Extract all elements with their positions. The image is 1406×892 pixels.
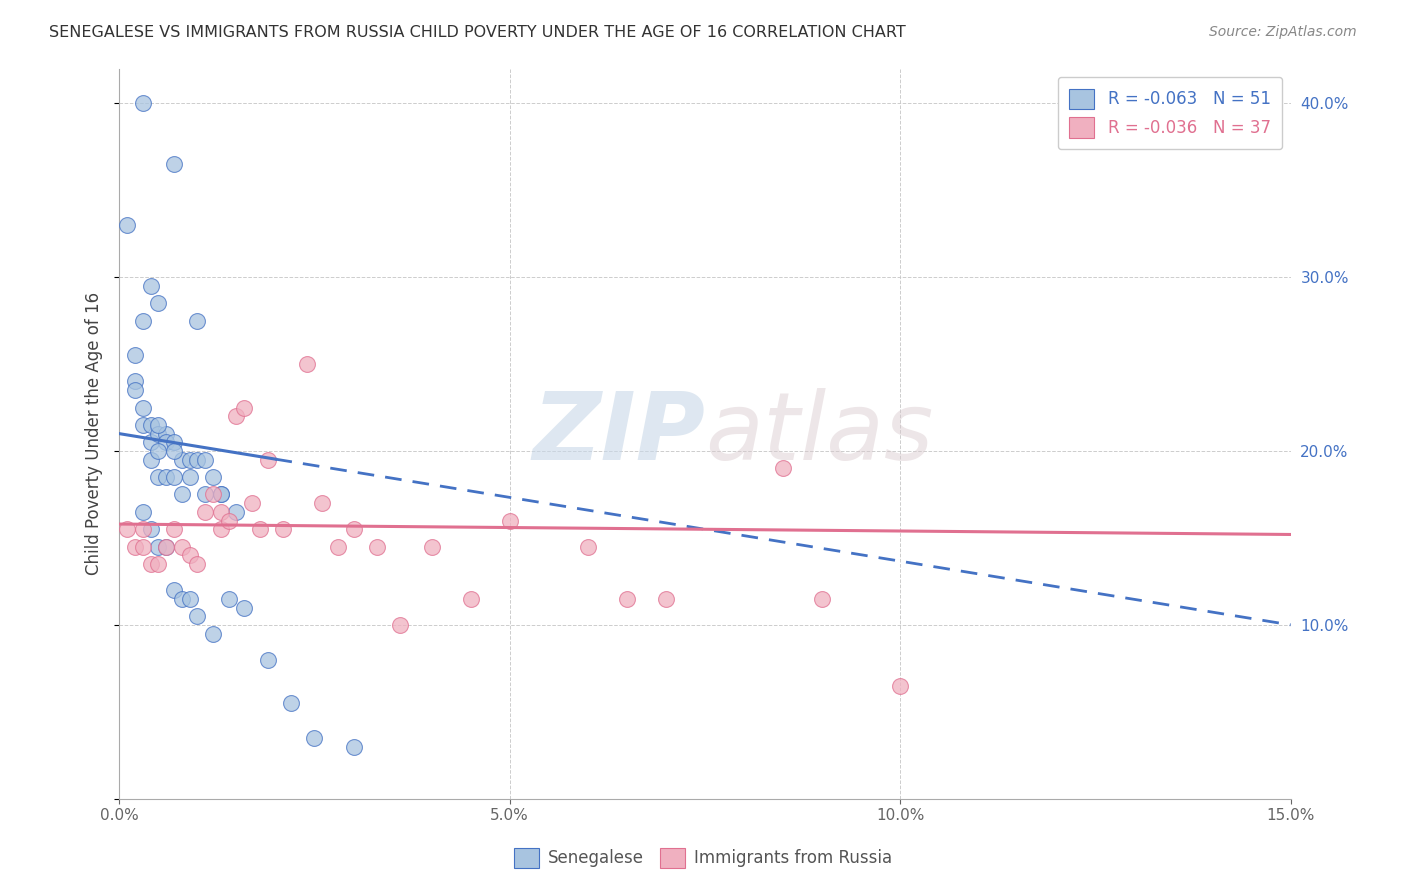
- Point: [155, 540, 177, 554]
- Legend: Senegalese, Immigrants from Russia: Senegalese, Immigrants from Russia: [508, 841, 898, 875]
- Point: [420, 540, 443, 554]
- Point: [124, 375, 146, 389]
- Point: [209, 487, 232, 501]
- Point: [131, 540, 153, 554]
- Point: [155, 435, 177, 450]
- Point: [201, 470, 224, 484]
- Point: [148, 470, 170, 484]
- Point: [194, 452, 217, 467]
- Point: [139, 435, 162, 450]
- Point: [499, 514, 522, 528]
- Point: [179, 591, 201, 606]
- Point: [124, 383, 146, 397]
- Point: [342, 739, 364, 754]
- Point: [576, 540, 599, 554]
- Point: [148, 296, 170, 310]
- Point: [304, 731, 326, 745]
- Point: [148, 557, 170, 571]
- Point: [124, 348, 146, 362]
- Legend: R = -0.063   N = 51, R = -0.036   N = 37: R = -0.063 N = 51, R = -0.036 N = 37: [1057, 77, 1282, 149]
- Point: [186, 313, 208, 327]
- Point: [148, 540, 170, 554]
- Point: [131, 505, 153, 519]
- Point: [271, 522, 294, 536]
- Point: [194, 505, 217, 519]
- Point: [131, 417, 153, 432]
- Point: [139, 557, 162, 571]
- Point: [163, 435, 186, 450]
- Point: [772, 461, 794, 475]
- Point: [616, 591, 638, 606]
- Point: [163, 157, 186, 171]
- Point: [170, 540, 193, 554]
- Point: [155, 540, 177, 554]
- Point: [115, 218, 138, 232]
- Point: [139, 452, 162, 467]
- Point: [186, 609, 208, 624]
- Point: [295, 357, 318, 371]
- Text: SENEGALESE VS IMMIGRANTS FROM RUSSIA CHILD POVERTY UNDER THE AGE OF 16 CORRELATI: SENEGALESE VS IMMIGRANTS FROM RUSSIA CHI…: [49, 25, 905, 40]
- Point: [201, 626, 224, 640]
- Text: atlas: atlas: [704, 388, 934, 479]
- Point: [148, 444, 170, 458]
- Point: [460, 591, 482, 606]
- Point: [225, 505, 247, 519]
- Point: [170, 591, 193, 606]
- Point: [194, 487, 217, 501]
- Point: [163, 470, 186, 484]
- Point: [280, 696, 302, 710]
- Point: [389, 618, 412, 632]
- Point: [163, 583, 186, 598]
- Point: [131, 96, 153, 111]
- Point: [233, 600, 256, 615]
- Point: [311, 496, 333, 510]
- Point: [115, 522, 138, 536]
- Point: [179, 470, 201, 484]
- Point: [131, 313, 153, 327]
- Point: [155, 426, 177, 441]
- Point: [148, 417, 170, 432]
- Point: [131, 522, 153, 536]
- Point: [170, 452, 193, 467]
- Point: [131, 401, 153, 415]
- Y-axis label: Child Poverty Under the Age of 16: Child Poverty Under the Age of 16: [86, 292, 103, 575]
- Point: [256, 653, 278, 667]
- Point: [256, 452, 278, 467]
- Point: [366, 540, 388, 554]
- Point: [163, 522, 186, 536]
- Point: [342, 522, 364, 536]
- Point: [218, 591, 240, 606]
- Point: [209, 505, 232, 519]
- Point: [139, 417, 162, 432]
- Point: [811, 591, 834, 606]
- Point: [655, 591, 678, 606]
- Point: [148, 426, 170, 441]
- Point: [249, 522, 271, 536]
- Point: [124, 540, 146, 554]
- Point: [240, 496, 263, 510]
- Point: [170, 487, 193, 501]
- Point: [179, 549, 201, 563]
- Point: [179, 452, 201, 467]
- Point: [218, 514, 240, 528]
- Point: [889, 679, 911, 693]
- Text: Source: ZipAtlas.com: Source: ZipAtlas.com: [1209, 25, 1357, 39]
- Point: [201, 487, 224, 501]
- Point: [186, 452, 208, 467]
- Point: [155, 470, 177, 484]
- Point: [139, 522, 162, 536]
- Point: [209, 487, 232, 501]
- Text: ZIP: ZIP: [531, 388, 704, 480]
- Point: [233, 401, 256, 415]
- Point: [186, 557, 208, 571]
- Point: [326, 540, 349, 554]
- Point: [139, 278, 162, 293]
- Point: [225, 409, 247, 424]
- Point: [209, 522, 232, 536]
- Point: [163, 444, 186, 458]
